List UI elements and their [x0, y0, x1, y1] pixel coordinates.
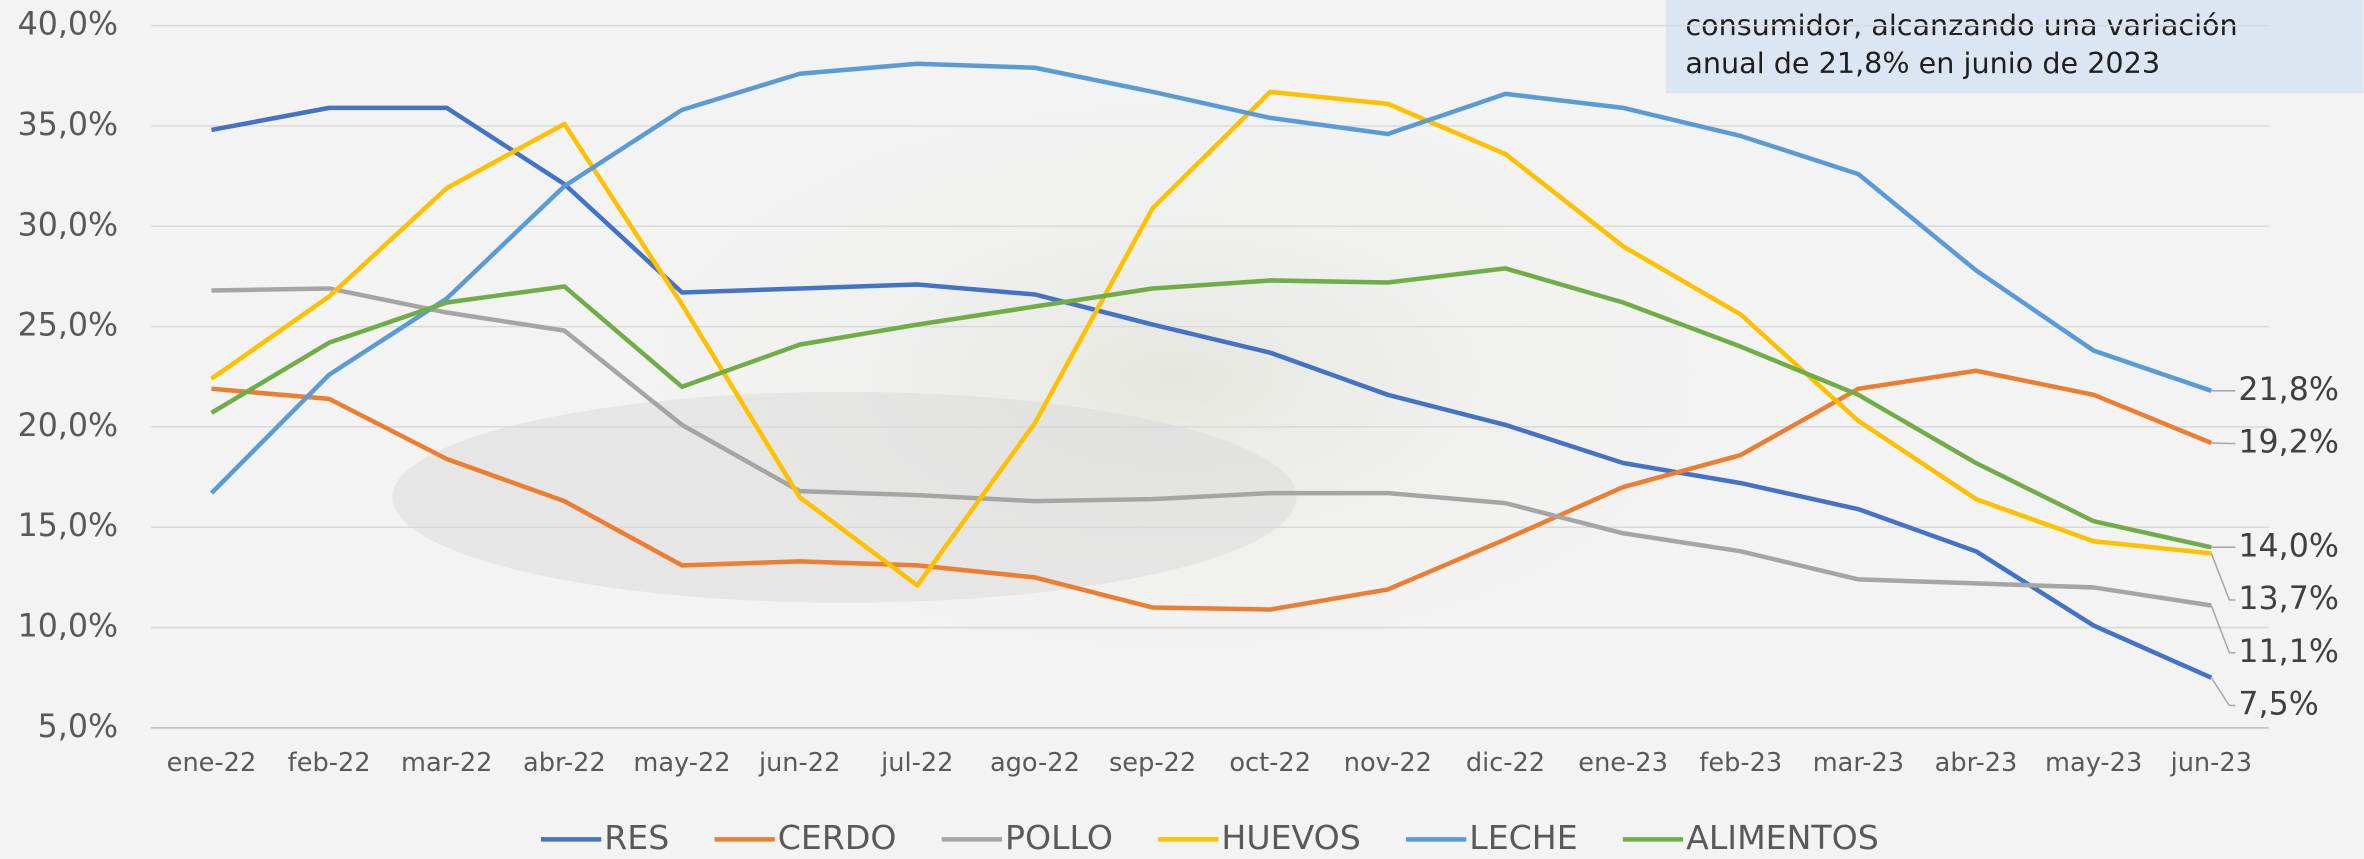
x-tick-label: jul-22 — [880, 748, 953, 778]
series-line — [211, 286, 2212, 608]
legend-label: POLLO — [1005, 818, 1113, 857]
y-tick-label: 5,0% — [38, 709, 118, 745]
x-tick-label: jun-23 — [2170, 748, 2252, 778]
y-tick-label: 25,0% — [18, 308, 118, 344]
background-shadow — [392, 391, 1297, 603]
x-tick-label: sep-22 — [1109, 748, 1196, 778]
x-tick-label: mar-22 — [401, 748, 492, 778]
label-leader — [2210, 553, 2236, 601]
annotation-box — [1665, 0, 2364, 94]
y-tick-label: 10,0% — [18, 609, 118, 645]
value-label: 11,1% — [2238, 634, 2338, 670]
x-tick-label: feb-23 — [1699, 748, 1782, 778]
legend-label: RES — [604, 818, 669, 857]
y-tick-label: 20,0% — [18, 408, 118, 444]
legend-label: HUEVOS — [1221, 818, 1360, 857]
series-line — [210, 266, 2212, 550]
series-line — [211, 105, 2213, 680]
x-tick-label: jun-22 — [758, 748, 840, 778]
legend-label: LECHE — [1469, 818, 1577, 857]
series-line — [211, 368, 2213, 612]
y-tick-label: 30,0% — [18, 207, 118, 243]
legend-label: ALIMENTOS — [1686, 818, 1879, 857]
series-line — [210, 89, 2212, 588]
x-tick-label: abr-22 — [523, 748, 606, 778]
value-label: 14,0% — [2238, 528, 2338, 564]
value-label: 21,8% — [2238, 372, 2338, 408]
x-tick-label: feb-22 — [288, 748, 371, 778]
x-tick-label: mar-23 — [1813, 748, 1904, 778]
x-tick-label: nov-22 — [1344, 748, 1432, 778]
value-label: 19,2% — [2238, 425, 2338, 461]
y-tick-label: 15,0% — [18, 508, 118, 544]
label-leader — [2210, 677, 2236, 707]
series-line — [209, 61, 2213, 495]
label-leader — [2210, 605, 2236, 654]
x-tick-label: ene-23 — [1578, 748, 1668, 778]
value-label: 7,5% — [2238, 687, 2318, 723]
x-tick-label: ago-22 — [990, 748, 1080, 778]
label-leader — [2211, 442, 2236, 445]
annotation-line: anual de 21,8% en junio de 2023 — [1685, 46, 2160, 80]
y-tick-label: 35,0% — [18, 107, 118, 143]
legend-label: CERDO — [778, 818, 897, 857]
x-tick-label: dic-22 — [1466, 748, 1545, 778]
x-tick-label: may-23 — [2045, 748, 2142, 778]
value-label: 13,7% — [2238, 581, 2338, 617]
x-tick-label: abr-23 — [1935, 748, 2018, 778]
x-tick-label: oct-22 — [1229, 748, 1311, 778]
y-tick-label: 40,0% — [18, 7, 118, 43]
x-tick-label: may-22 — [633, 748, 730, 778]
x-tick-label: ene-22 — [167, 748, 257, 778]
